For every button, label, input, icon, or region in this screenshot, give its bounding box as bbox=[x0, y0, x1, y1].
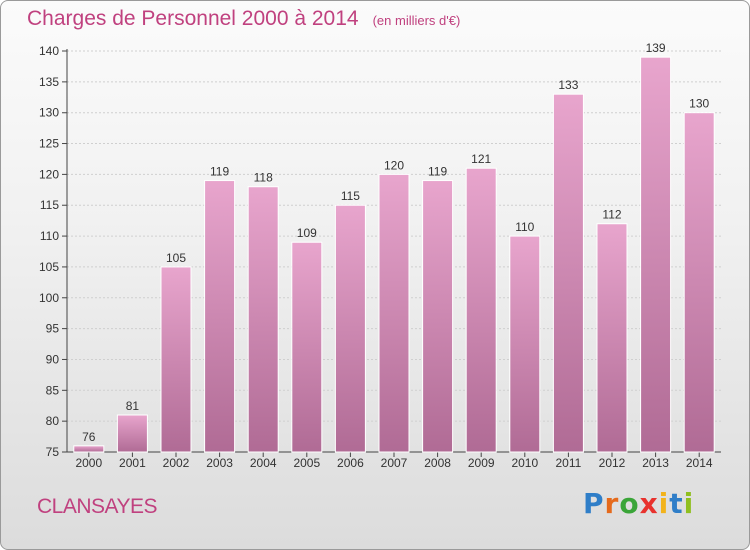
y-tick-label: 105 bbox=[39, 260, 59, 274]
commune-name: CLANSAYES bbox=[37, 495, 158, 518]
y-tick-label: 130 bbox=[39, 106, 59, 120]
x-tick-label-2000: 2000 bbox=[75, 456, 102, 470]
bar-2000 bbox=[73, 445, 105, 453]
bar-2009 bbox=[465, 167, 497, 453]
x-tick-label-2006: 2006 bbox=[337, 456, 364, 470]
y-tick-label: 135 bbox=[39, 75, 59, 89]
y-tick-label: 140 bbox=[39, 44, 59, 58]
x-tick-label-2002: 2002 bbox=[163, 456, 190, 470]
y-tick-label: 100 bbox=[39, 291, 59, 305]
x-tick-label-2012: 2012 bbox=[599, 456, 626, 470]
y-tick-label: 115 bbox=[40, 198, 59, 212]
x-tick-label-2014: 2014 bbox=[686, 456, 713, 470]
data-label-2014: 130 bbox=[689, 97, 709, 111]
x-tick-label-2008: 2008 bbox=[424, 456, 451, 470]
x-tick-labels: 2000 2001 2002 2003 2004 2005 2006 2007 2008 2009… bbox=[75, 456, 712, 470]
chart-title-text: Charges de Personnel 2000 à 2014 bbox=[27, 7, 359, 30]
chart-subtitle: (en milliers d'€) bbox=[372, 13, 461, 28]
data-label-2004: 118 bbox=[254, 171, 273, 185]
bar-2002 bbox=[160, 266, 192, 453]
chart-title: Charges de Personnel 2000 à 2014 (en mill… bbox=[27, 7, 460, 31]
bar-2008 bbox=[422, 180, 454, 453]
y-tick-labels: 75 80 85 90 95 100 105 110 115 120 125 130 135 140 bbox=[39, 44, 59, 459]
bar-2011 bbox=[552, 93, 584, 453]
x-tick-label-2003: 2003 bbox=[206, 456, 233, 470]
y-tick-label: 110 bbox=[40, 229, 59, 243]
data-label-2001: 81 bbox=[126, 399, 140, 413]
y-tick-label: 90 bbox=[46, 352, 60, 366]
data-label-2002: 105 bbox=[166, 251, 186, 265]
x-tick-label-2004: 2004 bbox=[250, 456, 277, 470]
bar-2001 bbox=[116, 414, 148, 453]
bar-2003 bbox=[204, 180, 236, 453]
x-tick-label-2001: 2001 bbox=[119, 456, 146, 470]
bar-2010 bbox=[509, 235, 541, 453]
y-tick-label: 80 bbox=[46, 414, 60, 428]
x-tick-label-2013: 2013 bbox=[642, 456, 669, 470]
y-tick-label: 120 bbox=[39, 167, 59, 181]
x-tick-label-2007: 2007 bbox=[381, 456, 408, 470]
x-tick-label-2009: 2009 bbox=[468, 456, 495, 470]
bar-2004 bbox=[247, 186, 279, 453]
data-label-2007: 120 bbox=[384, 158, 404, 172]
bar-2006 bbox=[334, 204, 366, 453]
bar-2005 bbox=[291, 241, 323, 453]
data-label-2012: 112 bbox=[602, 208, 621, 222]
bar-2007 bbox=[378, 173, 410, 453]
proxiti-logo: Proxiti bbox=[583, 487, 695, 520]
data-label-2006: 115 bbox=[341, 189, 360, 203]
x-tick-label-2011: 2011 bbox=[555, 456, 581, 470]
data-label-2003: 119 bbox=[210, 165, 229, 179]
bar-2012 bbox=[596, 223, 628, 453]
x-tick-label-2005: 2005 bbox=[293, 456, 320, 470]
data-label-2005: 109 bbox=[297, 226, 317, 240]
y-tick-label: 125 bbox=[39, 137, 59, 151]
data-label-2010: 110 bbox=[515, 220, 534, 234]
data-label-2009: 121 bbox=[471, 152, 491, 166]
y-tick-label: 95 bbox=[46, 322, 60, 336]
data-label-2000: 76 bbox=[82, 430, 96, 444]
x-tick-label-2010: 2010 bbox=[511, 456, 538, 470]
data-label-2013: 139 bbox=[646, 41, 666, 55]
bar-2013 bbox=[640, 56, 672, 453]
data-label-2011: 133 bbox=[558, 78, 578, 92]
bars bbox=[73, 56, 715, 453]
y-tick-label: 85 bbox=[46, 383, 60, 397]
value-labels: 76 81 105 119 118 109 115 120 119 121 110 133 112 139… bbox=[82, 41, 709, 444]
data-label-2008: 119 bbox=[428, 165, 447, 179]
bar-2014 bbox=[683, 112, 715, 453]
y-tick-label: 75 bbox=[46, 445, 60, 459]
